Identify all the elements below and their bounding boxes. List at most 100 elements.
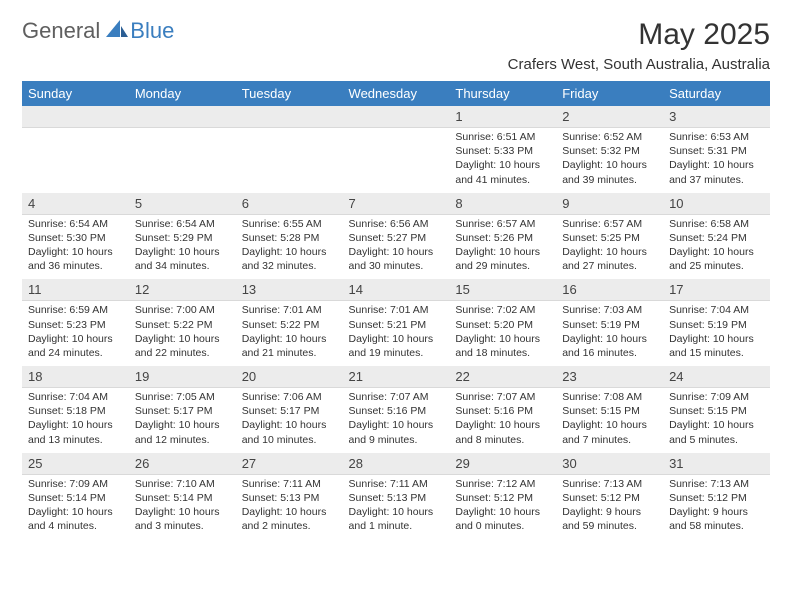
date-cell: 7 xyxy=(343,193,450,215)
sunrise-line: Sunrise: 7:10 AM xyxy=(135,477,230,491)
date-cell xyxy=(236,106,343,128)
daylight-line: Daylight: 10 hours and 8 minutes. xyxy=(455,418,550,446)
sunrise-line: Sunrise: 7:05 AM xyxy=(135,390,230,404)
date-cell: 18 xyxy=(22,366,129,388)
date-cell: 8 xyxy=(449,193,556,215)
daylight-line: Daylight: 10 hours and 3 minutes. xyxy=(135,505,230,533)
date-cell: 21 xyxy=(343,366,450,388)
sunset-line: Sunset: 5:19 PM xyxy=(562,318,657,332)
sunrise-line: Sunrise: 7:11 AM xyxy=(242,477,337,491)
detail-cell: Sunrise: 6:51 AMSunset: 5:33 PMDaylight:… xyxy=(449,128,556,193)
daylight-line: Daylight: 10 hours and 18 minutes. xyxy=(455,332,550,360)
date-cell: 19 xyxy=(129,366,236,388)
sunrise-line: Sunrise: 7:07 AM xyxy=(349,390,444,404)
daylight-line: Daylight: 10 hours and 29 minutes. xyxy=(455,245,550,273)
sunrise-line: Sunrise: 6:55 AM xyxy=(242,217,337,231)
day-header: Tuesday xyxy=(236,81,343,106)
sunrise-line: Sunrise: 7:11 AM xyxy=(349,477,444,491)
daylight-line: Daylight: 10 hours and 16 minutes. xyxy=(562,332,657,360)
sunrise-line: Sunrise: 7:04 AM xyxy=(669,303,764,317)
detail-cell: Sunrise: 7:07 AMSunset: 5:16 PMDaylight:… xyxy=(343,388,450,453)
daylight-line: Daylight: 10 hours and 7 minutes. xyxy=(562,418,657,446)
sunset-line: Sunset: 5:26 PM xyxy=(455,231,550,245)
date-cell: 1 xyxy=(449,106,556,128)
detail-cell: Sunrise: 6:55 AMSunset: 5:28 PMDaylight:… xyxy=(236,214,343,279)
sunset-line: Sunset: 5:22 PM xyxy=(242,318,337,332)
sunset-line: Sunset: 5:13 PM xyxy=(242,491,337,505)
logo: General Blue xyxy=(22,18,174,44)
daylight-line: Daylight: 10 hours and 1 minute. xyxy=(349,505,444,533)
daylight-line: Daylight: 10 hours and 15 minutes. xyxy=(669,332,764,360)
sunrise-line: Sunrise: 7:08 AM xyxy=(562,390,657,404)
detail-cell: Sunrise: 7:05 AMSunset: 5:17 PMDaylight:… xyxy=(129,388,236,453)
sunrise-line: Sunrise: 7:13 AM xyxy=(669,477,764,491)
date-cell: 9 xyxy=(556,193,663,215)
sunset-line: Sunset: 5:23 PM xyxy=(28,318,123,332)
sunset-line: Sunset: 5:25 PM xyxy=(562,231,657,245)
detail-cell: Sunrise: 7:13 AMSunset: 5:12 PMDaylight:… xyxy=(663,474,770,539)
detail-cell: Sunrise: 7:01 AMSunset: 5:22 PMDaylight:… xyxy=(236,301,343,366)
date-cell: 4 xyxy=(22,193,129,215)
sunrise-line: Sunrise: 7:01 AM xyxy=(349,303,444,317)
sunset-line: Sunset: 5:24 PM xyxy=(669,231,764,245)
daylight-line: Daylight: 10 hours and 37 minutes. xyxy=(669,158,764,186)
date-cell: 22 xyxy=(449,366,556,388)
sunrise-line: Sunrise: 6:59 AM xyxy=(28,303,123,317)
detail-cell: Sunrise: 6:54 AMSunset: 5:30 PMDaylight:… xyxy=(22,214,129,279)
detail-cell: Sunrise: 7:08 AMSunset: 5:15 PMDaylight:… xyxy=(556,388,663,453)
sunrise-line: Sunrise: 6:57 AM xyxy=(455,217,550,231)
sunset-line: Sunset: 5:17 PM xyxy=(242,404,337,418)
date-cell: 29 xyxy=(449,453,556,475)
detail-cell: Sunrise: 7:11 AMSunset: 5:13 PMDaylight:… xyxy=(343,474,450,539)
detail-row: Sunrise: 7:04 AMSunset: 5:18 PM Daylight:… xyxy=(22,388,770,453)
detail-cell: Sunrise: 7:11 AMSunset: 5:13 PMDaylight:… xyxy=(236,474,343,539)
sunset-line: Sunset: 5:18 PM xyxy=(28,404,123,418)
date-row: 18192021222324 xyxy=(22,366,770,388)
sunset-line: Sunset: 5:12 PM xyxy=(455,491,550,505)
date-row: 25262728293031 xyxy=(22,453,770,475)
detail-cell: Sunrise: 7:00 AMSunset: 5:22 PMDaylight:… xyxy=(129,301,236,366)
sunrise-line: Sunrise: 7:09 AM xyxy=(669,390,764,404)
detail-cell: Sunrise: 7:10 AMSunset: 5:14 PMDaylight:… xyxy=(129,474,236,539)
daylight-line: Daylight: 10 hours and 19 minutes. xyxy=(349,332,444,360)
date-cell: 16 xyxy=(556,279,663,301)
detail-cell: Sunrise: 6:59 AMSunset: 5:23 PMDaylight:… xyxy=(22,301,129,366)
date-cell: 13 xyxy=(236,279,343,301)
date-cell: 3 xyxy=(663,106,770,128)
date-cell xyxy=(22,106,129,128)
daylight-line: Daylight: 10 hours and 24 minutes. xyxy=(28,332,123,360)
sunset-line: Sunset: 5:21 PM xyxy=(349,318,444,332)
sunrise-line: Sunrise: 7:12 AM xyxy=(455,477,550,491)
detail-row: Sunrise: 6:59 AMSunset: 5:23 PMDaylight:… xyxy=(22,301,770,366)
sunrise-line: Sunrise: 6:54 AM xyxy=(28,217,123,231)
day-header: Monday xyxy=(129,81,236,106)
date-cell: 24 xyxy=(663,366,770,388)
month-title: May 2025 xyxy=(508,18,770,52)
sunset-line: Sunset: 5:12 PM xyxy=(669,491,764,505)
sunset-line: Sunset: 5:28 PM xyxy=(242,231,337,245)
detail-cell: Sunrise: 7:12 AMSunset: 5:12 PMDaylight:… xyxy=(449,474,556,539)
day-header: Friday xyxy=(556,81,663,106)
sunrise-line: Sunrise: 7:04 AM xyxy=(28,390,123,404)
date-cell: 10 xyxy=(663,193,770,215)
date-cell: 5 xyxy=(129,193,236,215)
sunset-line: Sunset: 5:32 PM xyxy=(562,144,657,158)
daylight-line: Daylight: 10 hours and 5 minutes. xyxy=(669,418,764,446)
detail-cell xyxy=(236,128,343,193)
daylight-line: Daylight: 10 hours and 39 minutes. xyxy=(562,158,657,186)
daylight-line: Daylight: 10 hours and 32 minutes. xyxy=(242,245,337,273)
daylight-line: Daylight: 10 hours and 41 minutes. xyxy=(455,158,550,186)
sunset-line: Sunset: 5:19 PM xyxy=(669,318,764,332)
sunrise-line: Sunrise: 7:02 AM xyxy=(455,303,550,317)
sunset-line: Sunset: 5:27 PM xyxy=(349,231,444,245)
date-cell xyxy=(129,106,236,128)
sunset-line: Sunset: 5:13 PM xyxy=(349,491,444,505)
sunrise-line: Sunrise: 7:01 AM xyxy=(242,303,337,317)
daylight-line: Daylight: 10 hours and 25 minutes. xyxy=(669,245,764,273)
day-header-row: SundayMondayTuesdayWednesdayThursdayFrid… xyxy=(22,81,770,106)
detail-cell xyxy=(22,128,129,193)
date-cell: 11 xyxy=(22,279,129,301)
date-cell: 12 xyxy=(129,279,236,301)
day-header: Sunday xyxy=(22,81,129,106)
sunrise-line: Sunrise: 6:57 AM xyxy=(562,217,657,231)
